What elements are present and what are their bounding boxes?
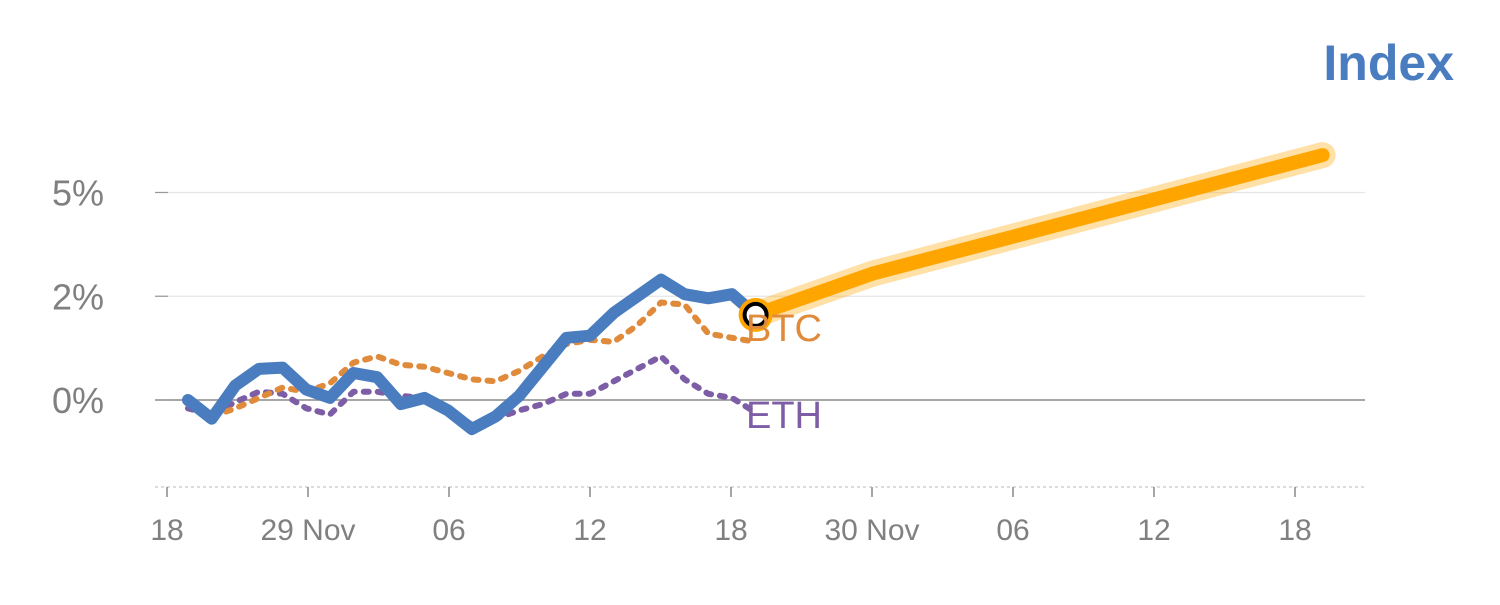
x-tick-label: 18 [714, 514, 747, 547]
current-point-marker [742, 301, 769, 328]
x-tick-label: 12 [573, 514, 606, 547]
x-tick-label: 18 [150, 514, 183, 547]
x-tick-label: 06 [996, 514, 1029, 547]
x-tick-label: 12 [1137, 514, 1170, 547]
y-tick-label: 2% [52, 276, 104, 317]
index-line [182, 273, 762, 436]
forecast-line [748, 148, 1330, 322]
chart-title: Index [1323, 35, 1454, 91]
x-tick-label: 29 Nov [260, 514, 355, 547]
btc-line [185, 299, 759, 420]
y-tick-label: 5% [52, 173, 104, 214]
btc-label: BTC [746, 308, 822, 350]
eth-label: ETH [746, 395, 822, 437]
x-tick-label: 18 [1278, 514, 1311, 547]
x-tick-label: 06 [432, 514, 465, 547]
x-tick-label: 30 Nov [824, 514, 919, 547]
y-tick-label: 0% [52, 380, 104, 421]
